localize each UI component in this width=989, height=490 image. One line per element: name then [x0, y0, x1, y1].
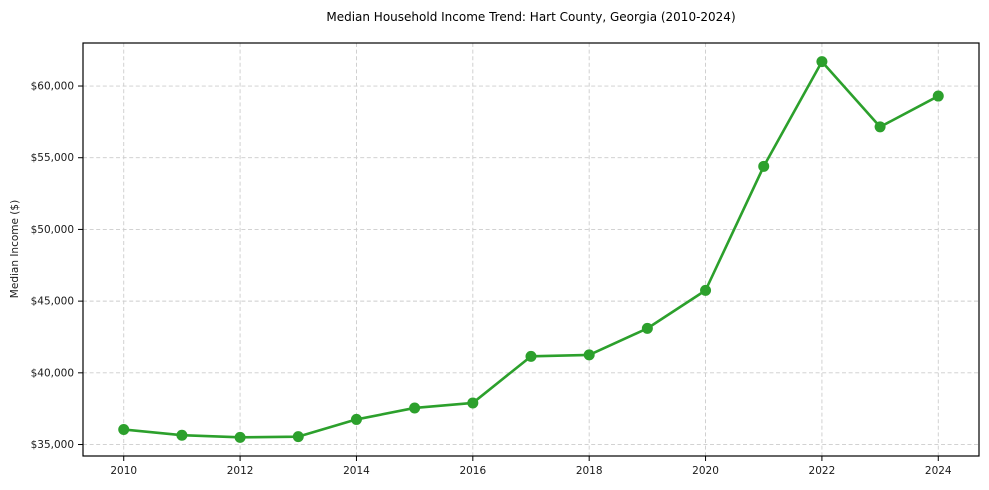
x-tick-label: 2024 — [925, 465, 952, 477]
y-tick-label: $55,000 — [31, 152, 74, 164]
data-point — [641, 322, 653, 334]
data-point — [816, 56, 828, 68]
plot-border — [82, 42, 980, 457]
data-point — [525, 350, 537, 362]
x-tick-label: 2016 — [459, 465, 486, 477]
x-tick-label: 2020 — [692, 465, 719, 477]
plot-area — [83, 43, 979, 456]
y-tick-label: $35,000 — [31, 439, 74, 451]
data-point — [700, 284, 712, 296]
data-point — [758, 160, 770, 172]
data-point — [874, 121, 886, 133]
data-point — [409, 402, 421, 414]
data-point — [583, 349, 595, 361]
data-point — [932, 90, 944, 102]
y-tick-label: $45,000 — [31, 296, 74, 308]
data-point — [118, 423, 130, 435]
data-point — [350, 413, 362, 425]
y-tick-label: $50,000 — [31, 224, 74, 236]
y-tick-label: $40,000 — [31, 367, 74, 379]
data-point — [292, 431, 304, 443]
x-tick-label: 2014 — [343, 465, 370, 477]
data-point — [234, 431, 246, 443]
y-tick-label: $60,000 — [31, 80, 74, 92]
chart-title: Median Household Income Trend: Hart Coun… — [326, 10, 736, 24]
data-point — [467, 397, 479, 409]
data-point — [176, 429, 188, 441]
x-tick-label: 2012 — [227, 465, 254, 477]
x-tick-label: 2022 — [809, 465, 836, 477]
x-tick-label: 2018 — [576, 465, 603, 477]
x-tick-label: 2010 — [110, 465, 137, 477]
